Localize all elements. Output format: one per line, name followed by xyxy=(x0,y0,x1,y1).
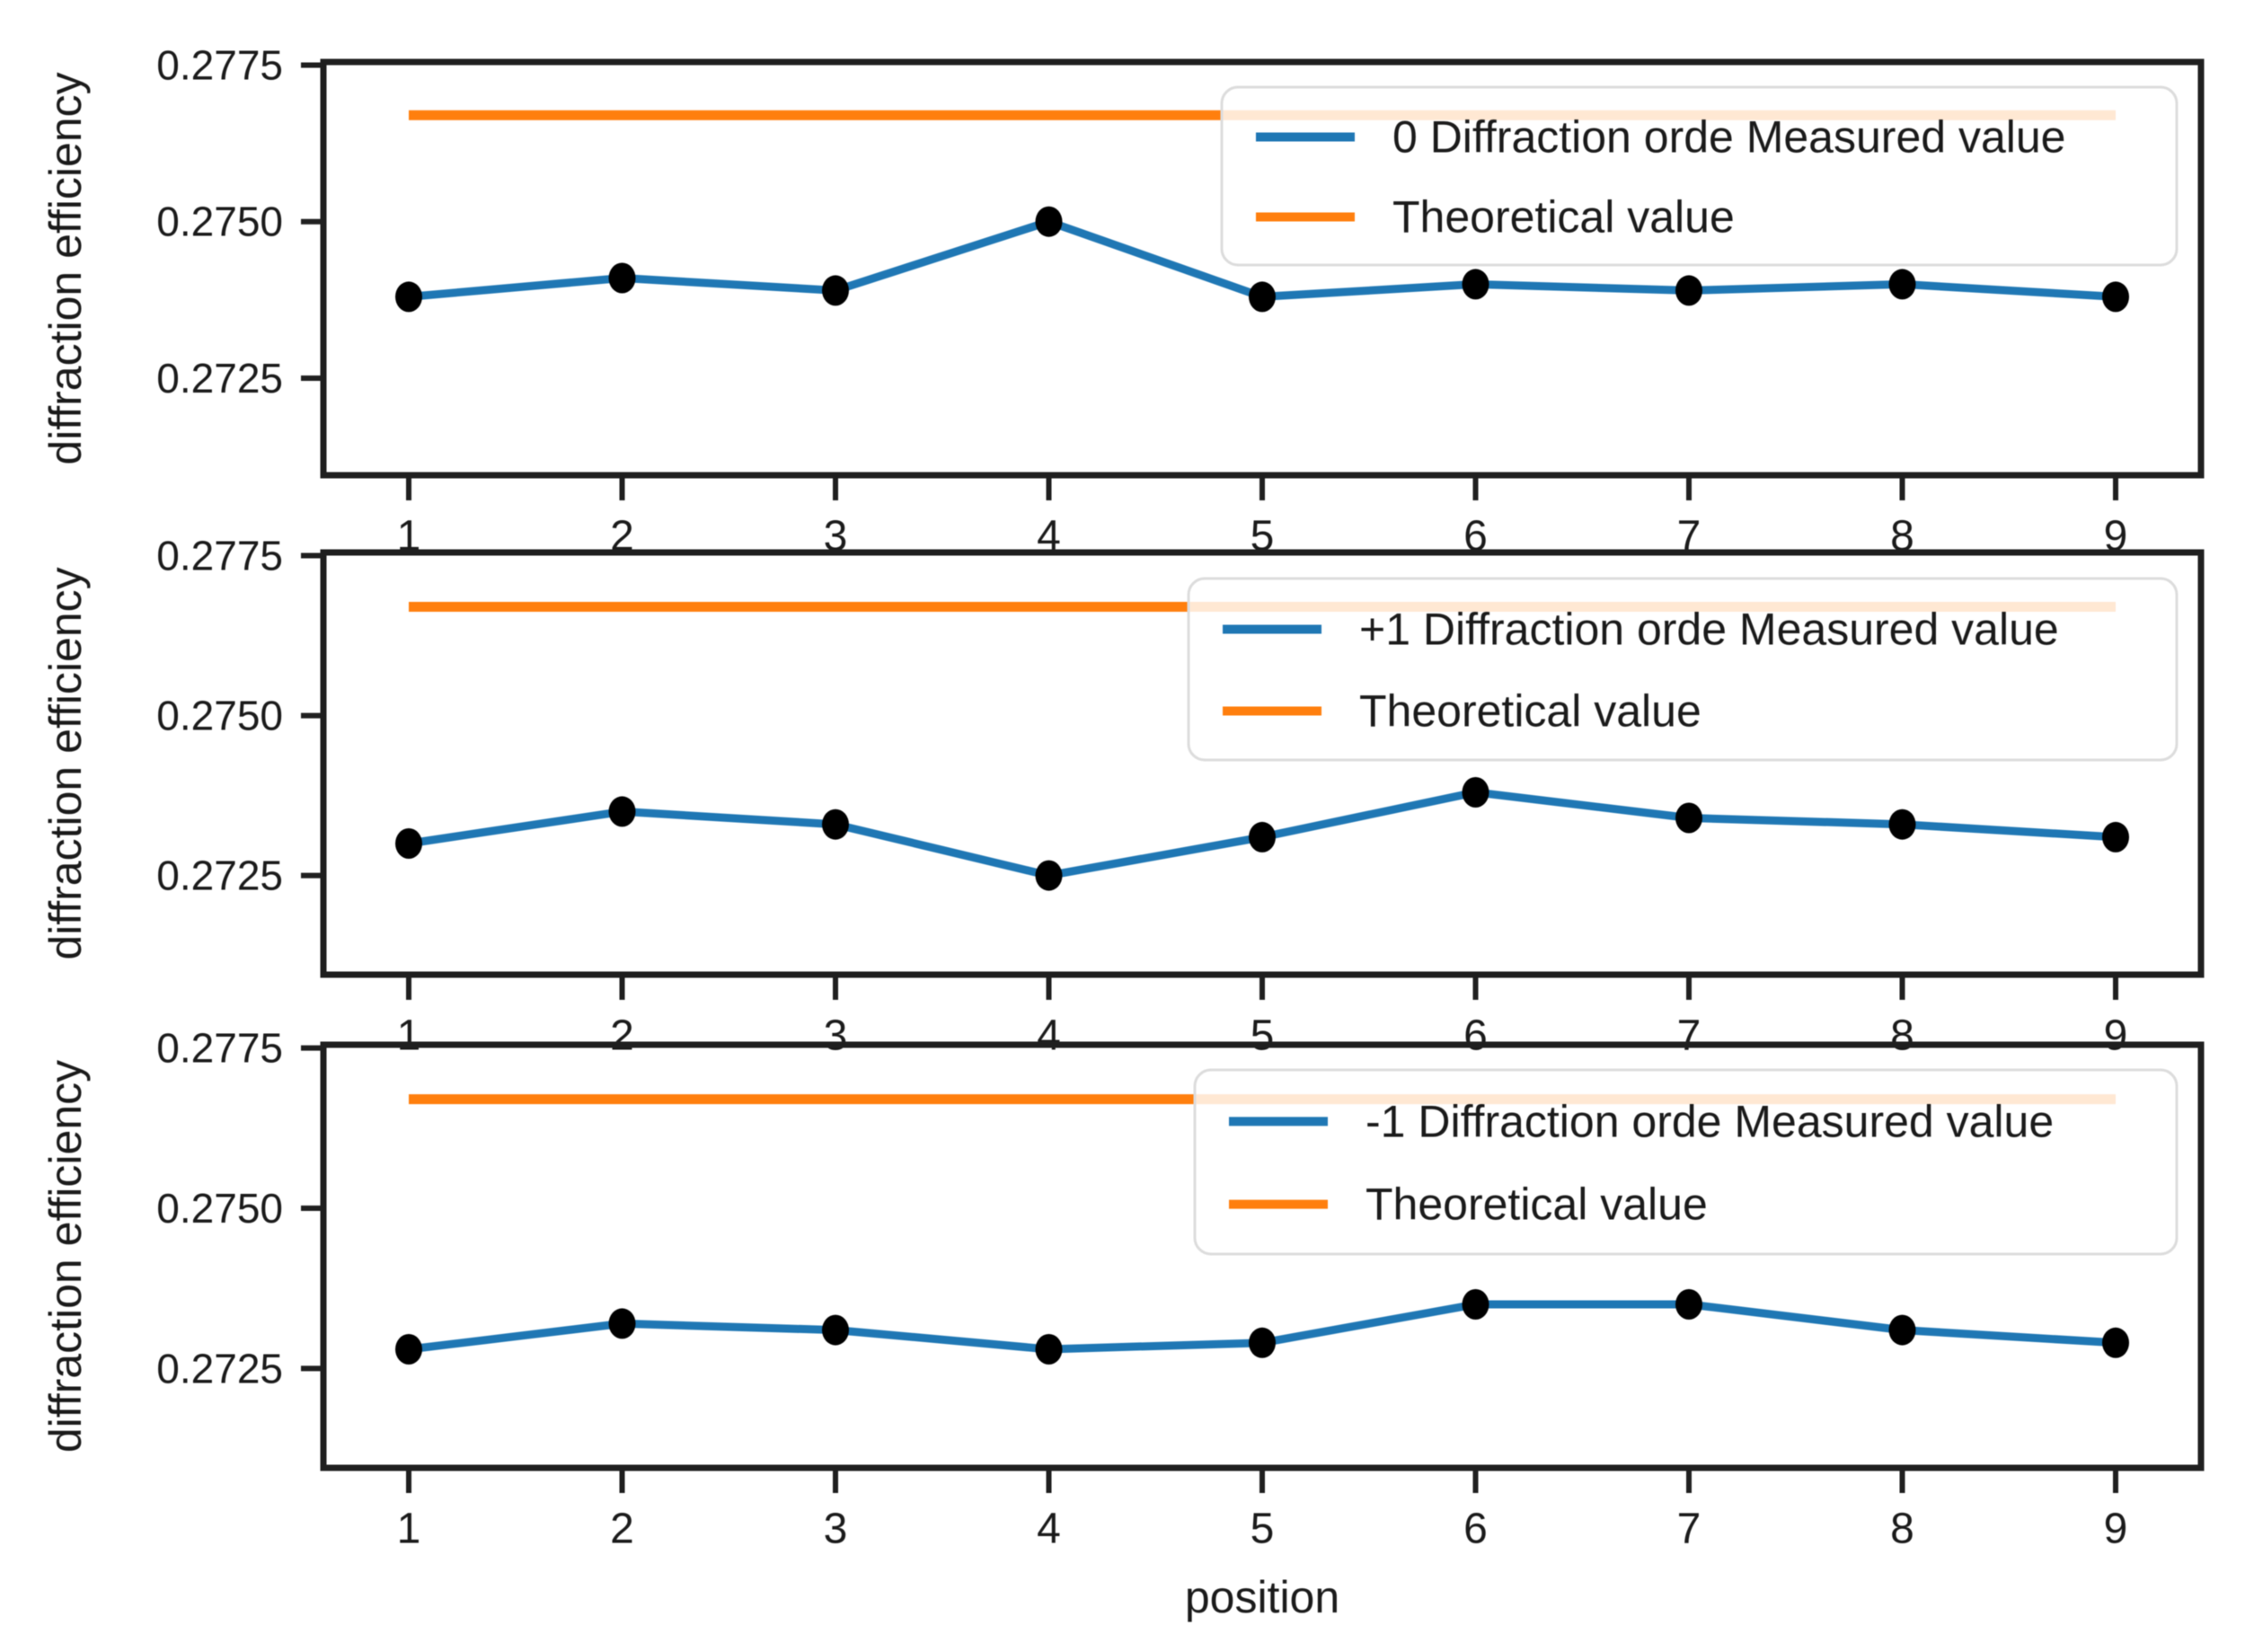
data-point-marker xyxy=(1675,275,1702,306)
x-tick-label: 6 xyxy=(1463,1012,1488,1060)
data-point-marker xyxy=(2102,281,2129,313)
y-tick-label: 0.2750 xyxy=(156,693,283,739)
data-point-marker xyxy=(1035,1334,1063,1365)
data-point-marker xyxy=(1035,860,1063,891)
legend-label: Theoretical value xyxy=(1366,1179,1708,1230)
y-tick-label: 0.2750 xyxy=(156,1185,283,1232)
x-tick-label: 7 xyxy=(1677,1012,1701,1060)
subplot-3: 0.2775 0.2750 0.2725 1 2 3 4 5 6 7 8 9 diffraction e… xyxy=(40,1025,2205,1553)
x-tick-label: 8 xyxy=(1890,1012,1914,1060)
legend-box xyxy=(1187,577,2179,762)
data-point-marker xyxy=(1249,821,1276,853)
data-point-marker xyxy=(608,262,636,294)
x-tick-label: 3 xyxy=(824,1506,848,1553)
data-point-marker xyxy=(1675,1289,1702,1320)
data-point-marker xyxy=(1249,1327,1276,1358)
data-point-marker xyxy=(2102,821,2129,853)
x-tick-label: 6 xyxy=(1463,1506,1488,1553)
legend-label: +1 Diffraction orde Measured value xyxy=(1359,605,2059,655)
y-tick-label: 0.2775 xyxy=(156,533,283,579)
data-point-marker xyxy=(395,281,422,313)
data-point-marker xyxy=(822,808,849,840)
data-point-marker xyxy=(608,1308,636,1339)
y-axis-label: diffraction efficiency xyxy=(40,1060,91,1453)
data-point-marker xyxy=(1035,206,1063,237)
legend-label: Theoretical value xyxy=(1359,685,1701,736)
x-tick-label: 4 xyxy=(1037,1012,1061,1060)
legend-label: -1 Diffraction orde Measured value xyxy=(1366,1096,2054,1146)
y-tick-label: 0.2725 xyxy=(156,853,283,899)
data-point-marker xyxy=(822,1314,849,1346)
x-tick-label: 5 xyxy=(1251,1012,1275,1060)
y-tick-label: 0.2775 xyxy=(156,1025,283,1072)
x-tick-label: 4 xyxy=(1037,1506,1061,1553)
x-tick-label: 2 xyxy=(610,1506,634,1553)
data-point-marker xyxy=(1888,1314,1916,1346)
x-tick-label: 9 xyxy=(2104,1012,2128,1060)
x-tick-label: 5 xyxy=(1251,1506,1275,1553)
data-point-marker xyxy=(1249,281,1276,313)
data-point-marker xyxy=(395,828,422,859)
x-tick-label: 9 xyxy=(2104,1506,2128,1553)
y-axis-label: diffraction efficiency xyxy=(40,72,91,464)
x-tick-label: 8 xyxy=(1890,1506,1914,1553)
legend-label: Theoretical value xyxy=(1392,192,1735,243)
x-tick-label: 7 xyxy=(1677,1506,1701,1553)
data-point-marker xyxy=(1888,808,1916,840)
data-point-marker xyxy=(1462,269,1489,300)
y-tick-label: 0.2775 xyxy=(156,41,283,88)
legend-box xyxy=(1193,1068,2179,1256)
data-point-marker xyxy=(1462,777,1489,808)
data-point-marker xyxy=(395,1334,422,1365)
legend-box xyxy=(1220,85,2179,267)
y-tick-label: 0.2750 xyxy=(156,199,283,245)
data-point-marker xyxy=(608,796,636,827)
y-axis-label: diffraction efficiency xyxy=(40,567,91,959)
data-point-marker xyxy=(1462,1289,1489,1320)
data-point-marker xyxy=(822,275,849,306)
data-point-marker xyxy=(1675,802,1702,834)
x-tick-label: 2 xyxy=(610,1012,634,1060)
data-point-marker xyxy=(1888,269,1916,300)
x-tick-label: 3 xyxy=(824,1012,848,1060)
x-tick-label: 1 xyxy=(397,1012,421,1060)
legend-label: 0 Diffraction orde Measured value xyxy=(1392,111,2066,162)
x-axis-label: position xyxy=(1185,1572,1339,1622)
y-tick-label: 0.2725 xyxy=(156,1345,283,1391)
x-tick-label: 1 xyxy=(397,1506,421,1553)
data-point-marker xyxy=(2102,1327,2129,1358)
subplot-2: 0.2775 0.2750 0.2725 1 2 3 4 5 6 7 8 9 diffraction e… xyxy=(40,533,2205,1060)
y-tick-label: 0.2725 xyxy=(156,355,283,402)
